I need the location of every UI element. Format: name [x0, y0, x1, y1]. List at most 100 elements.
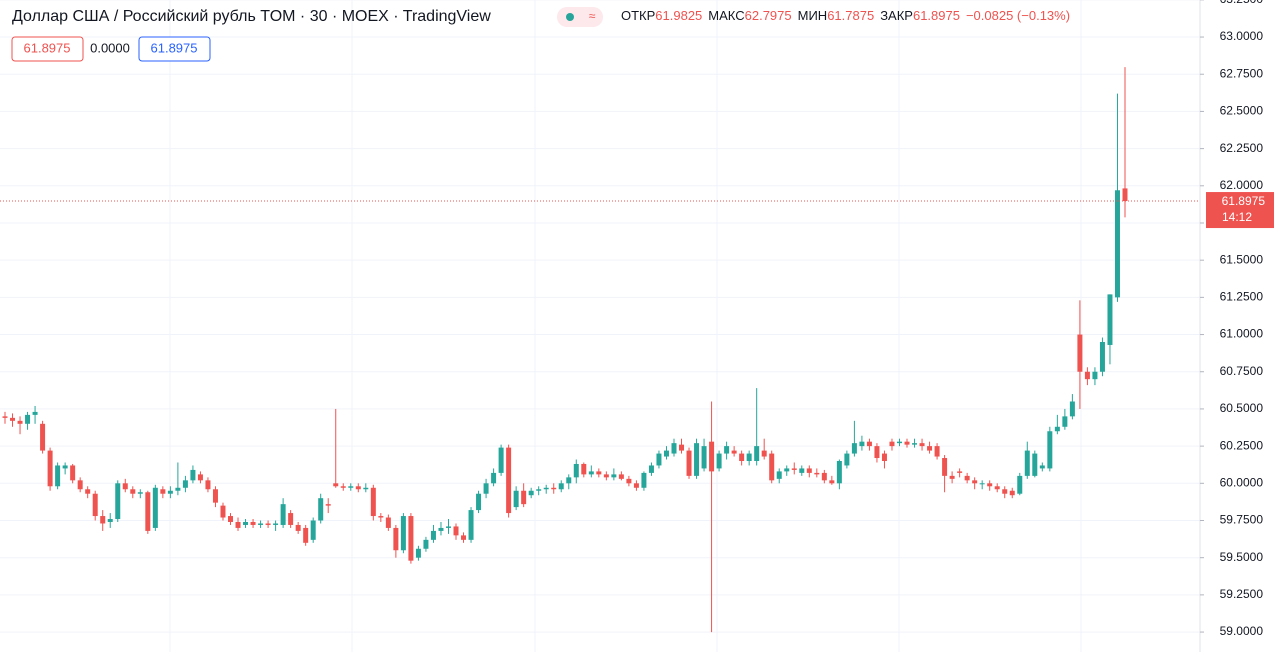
- candle-body: [927, 446, 933, 451]
- candle-body: [851, 443, 857, 454]
- candle-body: [641, 472, 647, 488]
- candle-body: [866, 441, 872, 447]
- candles: [0, 67, 1200, 633]
- candle-body: [2, 416, 8, 418]
- status-icon: ≈: [589, 9, 596, 23]
- candle-body: [724, 446, 730, 454]
- candle-body: [1024, 450, 1030, 476]
- candle-body: [1002, 489, 1008, 494]
- legend-low: 61.7875: [827, 8, 874, 23]
- indicator-value: 61.8975: [151, 40, 198, 55]
- candle-body: [100, 516, 106, 524]
- candle-body: [295, 524, 301, 531]
- candle-body: [325, 504, 331, 506]
- candle-body: [145, 492, 151, 531]
- candle-body: [310, 520, 316, 540]
- y-tick-label: 63.0000: [1220, 29, 1264, 43]
- y-tick-label: 60.5000: [1220, 401, 1264, 415]
- candle-body: [175, 487, 181, 491]
- y-tick-label: 61.5000: [1220, 252, 1264, 266]
- candle-body: [122, 483, 128, 490]
- candle-body: [821, 472, 827, 481]
- candle-body: [754, 446, 760, 461]
- candle-body: [303, 527, 309, 543]
- candle-body: [919, 443, 925, 447]
- candle-body: [633, 483, 639, 488]
- candle-body: [258, 523, 264, 525]
- candle-body: [934, 446, 940, 457]
- candle-body: [648, 465, 654, 473]
- candle-body: [430, 530, 436, 540]
- candle-body: [47, 450, 53, 487]
- candle-body: [581, 463, 587, 475]
- candle-body: [1069, 401, 1075, 417]
- status-pill[interactable]: [557, 7, 603, 27]
- y-tick-label: 62.2500: [1220, 141, 1264, 155]
- candle-body: [1092, 371, 1098, 380]
- candle-body: [355, 486, 361, 490]
- candle-body: [423, 539, 429, 549]
- candle-body: [62, 465, 68, 469]
- candle-body: [1062, 416, 1068, 427]
- candle-body: [348, 486, 354, 488]
- candle-body: [130, 489, 136, 494]
- candle-body: [40, 423, 46, 451]
- candle-body: [220, 505, 226, 518]
- candle-body: [483, 483, 489, 494]
- candle-body: [498, 447, 504, 473]
- candle-body: [182, 480, 188, 488]
- candle-body: [746, 453, 752, 461]
- candle-body: [333, 483, 339, 487]
- candle-body: [566, 477, 572, 484]
- legend-open-label: ОТКР: [621, 8, 655, 23]
- candle-body: [1009, 490, 1015, 496]
- y-tick-label: 61.0000: [1220, 327, 1264, 341]
- indicator-box: [138, 36, 211, 62]
- candle-body: [378, 516, 384, 518]
- candle-body: [739, 453, 745, 461]
- candle-body: [205, 480, 211, 490]
- candle-body: [137, 492, 143, 494]
- legend-low-label: МИН: [798, 8, 828, 23]
- candle-body: [521, 490, 527, 505]
- indicator-value: 61.8975: [24, 40, 71, 55]
- candle-body: [243, 521, 249, 525]
- y-tick-label: 62.0000: [1220, 178, 1264, 192]
- candle-body: [626, 478, 632, 484]
- indicator-value: 0.0000: [90, 40, 130, 55]
- y-tick-label: 61.2500: [1220, 290, 1264, 304]
- candle-body: [513, 490, 519, 508]
- candle-body: [836, 460, 842, 484]
- last-price-badge: [1206, 192, 1274, 229]
- candle-body: [250, 521, 256, 525]
- candle-body: [1047, 431, 1053, 469]
- candle-body: [671, 443, 677, 454]
- y-tick-label: 59.0000: [1220, 624, 1264, 638]
- legend-high: 62.7975: [745, 8, 792, 23]
- candle-body: [10, 417, 16, 421]
- candle-body: [190, 469, 196, 481]
- y-tick-label: 62.5000: [1220, 104, 1264, 118]
- candle-body: [363, 487, 369, 490]
- candle-body: [1032, 453, 1038, 476]
- candle-body: [709, 441, 715, 472]
- candle-body: [461, 535, 467, 540]
- candle-body: [949, 475, 955, 479]
- candle-body: [1077, 334, 1083, 372]
- candle-body: [197, 474, 203, 481]
- y-tick-label: 59.5000: [1220, 550, 1264, 564]
- candle-body: [107, 519, 113, 522]
- candle-body: [596, 471, 602, 475]
- candle-body: [686, 450, 692, 476]
- candle-body: [844, 453, 850, 466]
- candle-body: [912, 443, 918, 445]
- candle-body: [393, 527, 399, 551]
- candle-body: [273, 523, 279, 525]
- candle-body: [889, 441, 895, 447]
- candle-body: [235, 521, 241, 528]
- ohlc-legend: ОТКР61.9825 МАКС62.7975 МИН61.7875 ЗАКР61.8…: [621, 8, 1070, 23]
- candle-body: [476, 493, 482, 511]
- chart-title: Доллар США / Российский рубль TOM · 30 ·…: [12, 8, 491, 25]
